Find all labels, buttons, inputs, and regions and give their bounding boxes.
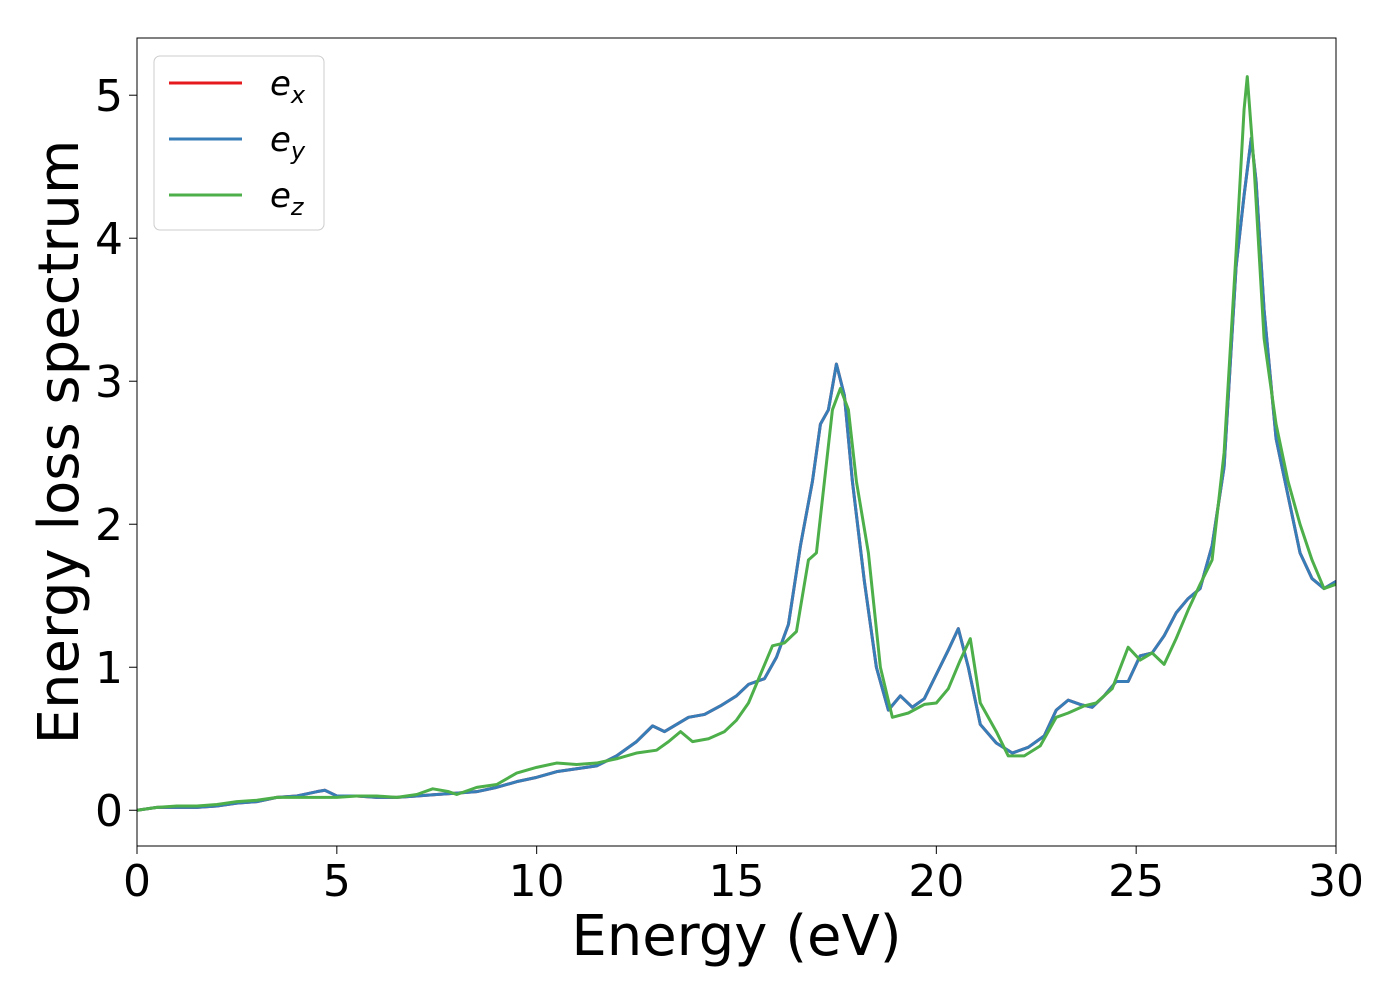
legend-label-ez: ez [270,176,305,221]
y-tick-label: 5 [95,71,123,122]
series-line-ez [137,75,1336,812]
x-tick-label: 10 [509,856,565,907]
y-axis-label: Energy loss spectrum [27,140,92,745]
x-tick-label: 30 [1308,856,1364,907]
y-tick-label: 1 [95,643,123,694]
y-axis-ticks: 0 1 2 3 4 5 [95,71,137,837]
x-tick-label: 25 [1108,856,1164,907]
y-tick-label: 4 [95,214,123,265]
legend-label-ey: ey [270,120,306,165]
x-tick-label: 15 [709,856,765,907]
x-axis-ticks: 0 5 10 15 20 25 30 [123,846,1364,907]
y-tick-label: 2 [95,500,123,551]
legend-label-ex: ex [270,64,306,109]
x-axis-label: Energy (eV) [571,904,901,969]
legend: ex ey ez [153,55,325,231]
x-tick-label: 5 [323,856,351,907]
legend-box [153,55,325,231]
y-tick-label: 3 [95,357,123,408]
y-tick-label: 0 [95,786,123,837]
x-tick-label: 0 [123,856,151,907]
x-tick-label: 20 [908,856,964,907]
series-layer [137,75,1336,812]
